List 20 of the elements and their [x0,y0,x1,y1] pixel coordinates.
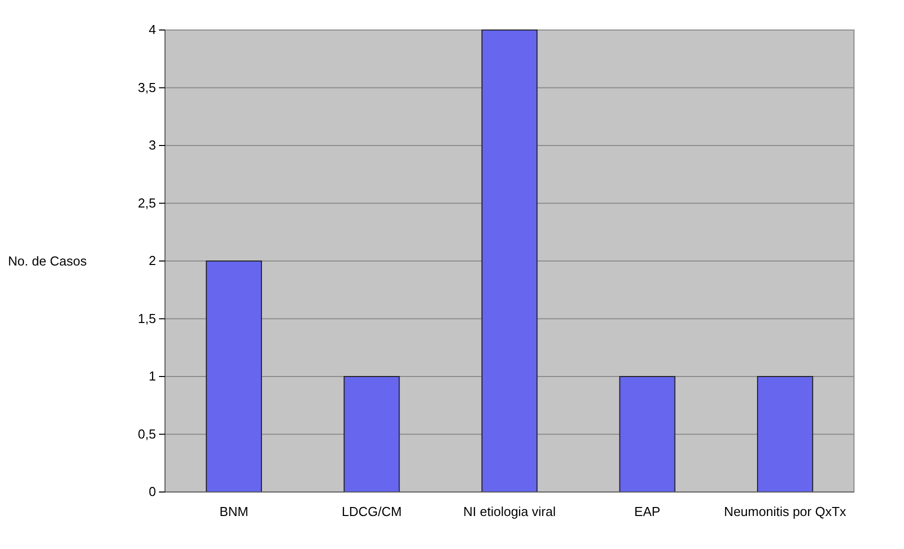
bar [206,260,262,492]
y-tick-label: 4 [148,22,156,38]
y-tick-label: 2,5 [138,195,156,210]
x-tick-label: BNM [219,504,248,519]
x-tick-label: NI etiologia viral [463,504,556,519]
bar [757,376,814,492]
y-tick-label: 0 [148,484,156,500]
x-tick-label: EAP [634,504,660,519]
y-tick-label: 3 [148,138,156,153]
y-tick-label: 2 [148,253,156,268]
x-tick-label: LDCG/CM [342,504,402,519]
y-tick-label: 0,5 [138,426,156,442]
y-tick-label: 1,5 [138,310,156,326]
y-axis-title: No. de Casos [8,254,88,269]
y-tick-label: 1 [148,368,156,384]
x-tick-label: Neumonitis por QxTx [724,504,847,519]
bar [481,30,538,492]
y-tick-label: 3,5 [138,80,156,95]
bar [344,376,400,492]
bar [619,376,676,492]
